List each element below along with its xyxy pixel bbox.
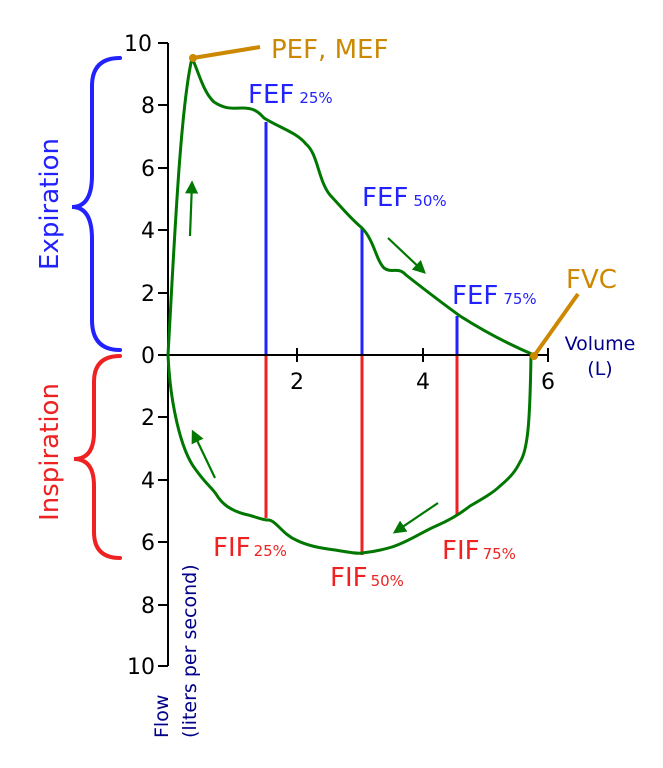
inspiration-brace bbox=[73, 354, 122, 560]
fef25-sub: 25% bbox=[299, 89, 332, 107]
fvc-leader-line bbox=[532, 292, 580, 358]
peak-label: PEF, MEF bbox=[271, 35, 388, 65]
fif50-main: FIF bbox=[330, 563, 368, 593]
expiration-label: Expiration bbox=[35, 138, 65, 270]
fef50-sub: 50% bbox=[413, 192, 446, 210]
y-tick-label: 8 bbox=[141, 594, 155, 619]
fef75-sub: 75% bbox=[503, 290, 536, 308]
peak-leader-line bbox=[192, 45, 261, 60]
y-axis-unit: (liters per second) bbox=[179, 564, 201, 738]
expiration-brace bbox=[71, 56, 122, 352]
x-tick-label: 6 bbox=[541, 370, 555, 395]
y-tick-label: 8 bbox=[141, 94, 155, 119]
direction-arrows bbox=[185, 180, 439, 534]
arrow-icon bbox=[387, 237, 426, 274]
arrow-icon bbox=[191, 429, 216, 479]
fif75-sub: 75% bbox=[483, 545, 516, 563]
fef50-main: FEF bbox=[362, 183, 408, 213]
x-tick-label: 4 bbox=[416, 370, 430, 395]
y-tick-label: 6 bbox=[141, 157, 155, 182]
x-tick-label: 2 bbox=[290, 370, 304, 395]
inspiration-label: Inspiration bbox=[35, 383, 65, 521]
fif25-sub: 25% bbox=[254, 542, 287, 560]
fvc-dot bbox=[530, 352, 538, 360]
fef75-label: FEF 75% bbox=[452, 281, 537, 311]
x-axis-label: Volume bbox=[565, 333, 636, 355]
fef75-main: FEF bbox=[452, 281, 498, 311]
fif75-main: FIF bbox=[442, 536, 480, 566]
x-tick-marks bbox=[296, 348, 549, 362]
arrow-icon bbox=[392, 502, 439, 534]
y-axis-label: Flow bbox=[151, 695, 173, 738]
peak-dot bbox=[189, 54, 197, 62]
arrow-icon bbox=[185, 180, 199, 237]
inspiration-curve bbox=[166, 354, 533, 555]
y-tick-label: 2 bbox=[141, 282, 155, 307]
y-tick-label: 2 bbox=[141, 406, 155, 431]
fif25-label: FIF 25% bbox=[213, 533, 287, 563]
y-tick-label: 4 bbox=[141, 219, 155, 244]
fef25-label: FEF 25% bbox=[248, 80, 333, 110]
y-tick-marks bbox=[158, 42, 168, 667]
fif50-label: FIF 50% bbox=[330, 563, 404, 593]
y-tick-label: 0 bbox=[141, 344, 155, 369]
fef50-label: FEF 50% bbox=[362, 183, 447, 213]
fvc-label: FVC bbox=[566, 265, 617, 295]
y-tick-label: 10 bbox=[127, 655, 155, 680]
fif75-label: FIF 75% bbox=[442, 536, 516, 566]
fif50-sub: 50% bbox=[371, 572, 404, 590]
y-tick-label: 6 bbox=[141, 531, 155, 556]
fef25-main: FEF bbox=[248, 80, 294, 110]
y-tick-label: 10 bbox=[124, 32, 152, 57]
x-axis-unit: (L) bbox=[587, 358, 612, 380]
y-tick-label: 4 bbox=[141, 469, 155, 494]
fif25-main: FIF bbox=[213, 533, 251, 563]
